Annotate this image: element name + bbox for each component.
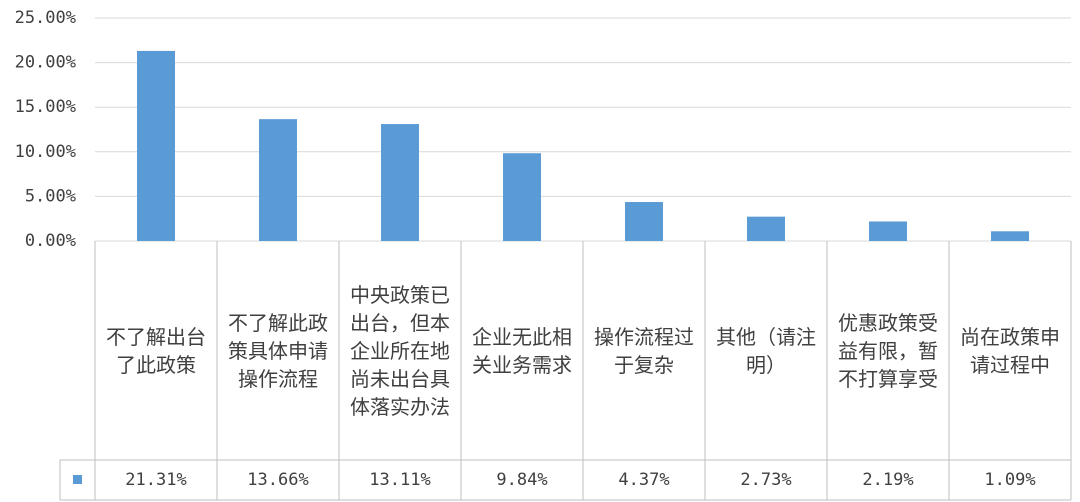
bar — [503, 153, 541, 241]
category-label: 其他（请注明） — [705, 241, 827, 460]
value-label: 1.09% — [949, 460, 1071, 500]
category-label-text: 中央政策已出台，但本企业所在地尚未出台具体落实办法 — [350, 282, 450, 419]
bar — [381, 124, 419, 241]
category-label: 优惠政策受益有限，暂不打算享受 — [827, 241, 949, 460]
category-label: 操作流程过于复杂 — [583, 241, 705, 460]
category-label: 不了解出台了此政策 — [95, 241, 217, 460]
bar — [259, 119, 297, 241]
value-label-text: 4.37% — [618, 470, 670, 490]
category-label-text: 优惠政策受益有限，暂不打算享受 — [838, 310, 938, 391]
value-label: 2.73% — [705, 460, 827, 500]
value-label-text: 13.11% — [369, 470, 431, 490]
value-label-text: 2.73% — [740, 470, 792, 490]
category-label: 不了解此政策具体申请操作流程 — [217, 241, 339, 460]
value-label: 2.19% — [827, 460, 949, 500]
y-tick-label: 0.00% — [25, 231, 76, 251]
value-label-text: 1.09% — [984, 470, 1036, 490]
category-label: 中央政策已出台，但本企业所在地尚未出台具体落实办法 — [339, 241, 461, 460]
value-label: 4.37% — [583, 460, 705, 500]
value-label: 13.66% — [217, 460, 339, 500]
y-tick-label: 5.00% — [25, 186, 76, 206]
value-label-text: 9.84% — [496, 470, 548, 490]
bar — [991, 231, 1029, 241]
category-label-text: 尚在政策申请过程中 — [960, 324, 1060, 377]
category-label-text: 不了解此政策具体申请操作流程 — [228, 310, 328, 391]
bar — [137, 50, 175, 242]
value-label-text: 2.19% — [862, 470, 914, 490]
value-label-text: 21.31% — [125, 470, 187, 490]
y-tick-label: 10.00% — [15, 142, 76, 162]
bar — [747, 216, 785, 241]
value-label: 21.31% — [95, 460, 217, 500]
y-tick-label: 15.00% — [15, 97, 76, 117]
y-tick-label: 20.00% — [15, 53, 76, 73]
value-label: 9.84% — [461, 460, 583, 500]
category-label: 企业无此相关业务需求 — [461, 241, 583, 460]
category-label-text: 其他（请注明） — [716, 324, 816, 377]
category-label-text: 不了解出台了此政策 — [106, 324, 206, 377]
bar — [869, 221, 907, 241]
category-label: 尚在政策申请过程中 — [949, 241, 1071, 460]
category-label-text: 企业无此相关业务需求 — [472, 324, 572, 377]
value-label-text: 13.66% — [247, 470, 309, 490]
bar — [625, 202, 663, 241]
legend-marker — [73, 475, 82, 484]
y-tick-label: 25.00% — [15, 8, 76, 28]
value-label: 13.11% — [339, 460, 461, 500]
category-label-text: 操作流程过于复杂 — [594, 324, 694, 377]
